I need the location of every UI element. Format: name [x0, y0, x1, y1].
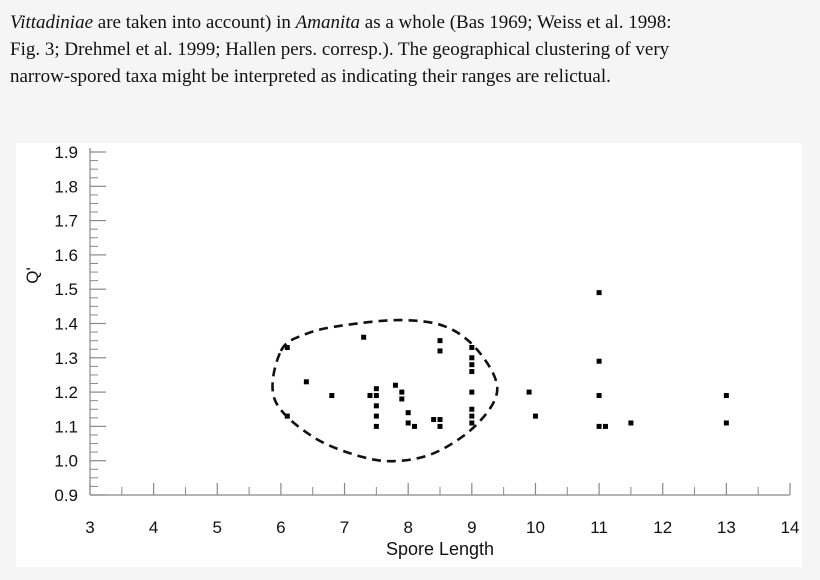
paragraph-line-3: narrow-spored taxa might be interpreted … — [10, 66, 611, 87]
data-point — [373, 393, 379, 399]
x-axis-label: Spore Length — [386, 539, 494, 559]
x-tick-label: 10 — [526, 518, 545, 537]
data-point — [303, 379, 309, 385]
paragraph-line-1-tail: as a whole (Bas 1969; Weiss et al. 1998: — [360, 12, 672, 33]
data-point — [723, 393, 729, 399]
data-point — [437, 423, 443, 429]
data-point — [596, 358, 602, 364]
y-tick-label: 1.9 — [54, 143, 78, 162]
scatter-chart: 0.9 1.0 1.1 1.2 1.3 1.4 1.5 1.6 1.7 1.8 1.9 3 4 5 6 7 8 9… — [16, 143, 802, 567]
data-point — [469, 413, 475, 419]
data-point — [723, 420, 729, 426]
y-tick-label: 1.1 — [54, 417, 78, 436]
data-point — [628, 420, 634, 426]
paragraph-line-1-text: are taken into account) in — [93, 12, 296, 33]
y-tick-label: 1.2 — [54, 383, 78, 402]
taxon-vittadiniae: Vittadiniae — [10, 12, 94, 33]
data-point — [392, 382, 398, 388]
data-point — [469, 420, 475, 426]
x-tick-label: 5 — [213, 518, 222, 537]
data-point — [596, 290, 602, 296]
data-point — [469, 406, 475, 412]
data-point — [469, 369, 475, 375]
y-tick-label: 1.4 — [54, 315, 78, 334]
y-tick-label: 1.6 — [54, 246, 78, 265]
y-tick-label: 1.7 — [54, 212, 78, 231]
cluster-boundary-dashed — [271, 318, 499, 463]
x-tick-label: 12 — [653, 518, 672, 537]
data-point — [405, 420, 411, 426]
data-point — [526, 389, 532, 395]
data-point — [437, 338, 443, 344]
taxon-amanita: Amanita — [295, 12, 361, 33]
paragraph-line-1: Vittadiniae are taken into account) in A… — [10, 9, 815, 36]
x-tick-label: 3 — [85, 518, 94, 537]
y-tick-label: 1.8 — [54, 177, 78, 196]
y-axis-label: Q' — [23, 267, 42, 283]
x-tick-label: 14 — [781, 518, 800, 537]
data-point — [532, 413, 538, 419]
x-tick-label: 9 — [467, 518, 476, 537]
paragraph-line-cut — [10, 0, 815, 9]
data-point — [367, 393, 373, 399]
data-point — [284, 345, 290, 351]
data-point — [596, 393, 602, 399]
data-point — [437, 348, 443, 354]
data-point — [469, 389, 475, 395]
data-point — [399, 389, 405, 395]
y-tick-label: 1.0 — [54, 452, 78, 471]
data-point — [437, 417, 443, 423]
x-tick-label: 11 — [590, 518, 608, 537]
paragraph-line-2: Fig. 3; Drehmel et al. 1999; Hallen pers… — [10, 39, 670, 60]
y-tick-label: 1.3 — [54, 349, 78, 368]
data-point — [469, 362, 475, 368]
data-point — [373, 413, 379, 419]
data-point — [596, 423, 602, 429]
data-point — [373, 403, 379, 409]
x-tick-label: 13 — [717, 518, 736, 537]
x-tick-label: 7 — [340, 518, 349, 537]
data-point — [412, 423, 418, 429]
data-point — [329, 393, 335, 399]
data-point — [399, 396, 405, 402]
data-point — [431, 417, 437, 423]
x-tick-label: 4 — [149, 518, 158, 537]
body-paragraph: Vittadiniae are taken into account) in A… — [10, 0, 815, 90]
x-tick-label: 8 — [403, 518, 412, 537]
x-tick-label: 6 — [276, 518, 285, 537]
data-point — [405, 410, 411, 416]
data-point — [469, 355, 475, 361]
data-point — [361, 334, 367, 340]
data-point — [602, 423, 608, 429]
data-point — [373, 386, 379, 392]
chart-axes: 0.9 1.0 1.1 1.2 1.3 1.4 1.5 1.6 1.7 1.8 1.9 3 4 5 6 7 8 9… — [54, 143, 799, 537]
chart-svg: 0.9 1.0 1.1 1.2 1.3 1.4 1.5 1.6 1.7 1.8 1.9 3 4 5 6 7 8 9… — [23, 143, 799, 559]
y-tick-label: 1.5 — [54, 280, 78, 299]
y-tick-label: 0.9 — [54, 486, 78, 505]
data-point — [373, 423, 379, 429]
chart-points — [284, 290, 729, 429]
data-point — [469, 345, 475, 351]
